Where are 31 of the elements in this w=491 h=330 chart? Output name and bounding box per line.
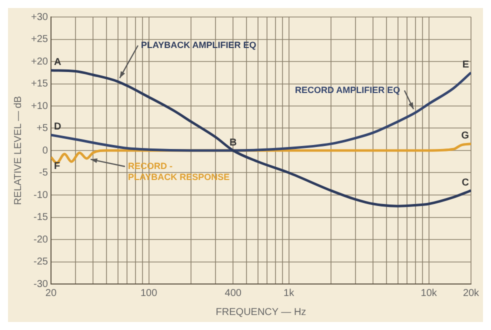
x-tick-label: 20k [462, 288, 480, 299]
annotation: D [54, 122, 62, 133]
x-tick-label: 10k [420, 288, 438, 299]
annotation: G [461, 130, 470, 142]
y-tick-label: -15 [34, 212, 48, 223]
y-tick-label: -30 [34, 278, 48, 290]
x-tick-label: 1k [284, 288, 296, 299]
annotation: F [54, 160, 60, 172]
text: PLAYBACK AMPLIFIER EQ [140, 40, 256, 50]
y-tick-label: +25 [30, 34, 48, 45]
y-axis-title: RELATIVE LEVEL — dB [12, 96, 24, 205]
y-tick-label: -5 [39, 168, 48, 178]
annotation: C [462, 177, 469, 188]
y-tick-label: -10 [34, 190, 48, 201]
y-tick-label: 0 [42, 145, 48, 156]
text: RECORD AMPLIFIER EQ [294, 84, 400, 95]
y-tick-label: +5 [36, 123, 48, 134]
annotation: A [54, 57, 62, 68]
annotation: E [462, 59, 470, 70]
series-label: RECORD - PLAYBACK RESPONSE [128, 160, 230, 182]
y-tick-label: -25 [34, 256, 48, 268]
x-tick-label: 400 [224, 288, 242, 299]
y-tick-label: +30 [30, 12, 48, 23]
y-tick-label: +20 [30, 56, 48, 68]
x-tick-label: 100 [140, 288, 158, 299]
y-tick-label: +10 [30, 100, 48, 112]
x-axis-title: FREQUENCY — Hz [216, 306, 306, 318]
annotation: B [230, 137, 237, 148]
x-tick-label: 20 [45, 288, 57, 299]
y-tick-label: -20 [34, 234, 48, 246]
y-tick-label: +15 [30, 78, 48, 90]
